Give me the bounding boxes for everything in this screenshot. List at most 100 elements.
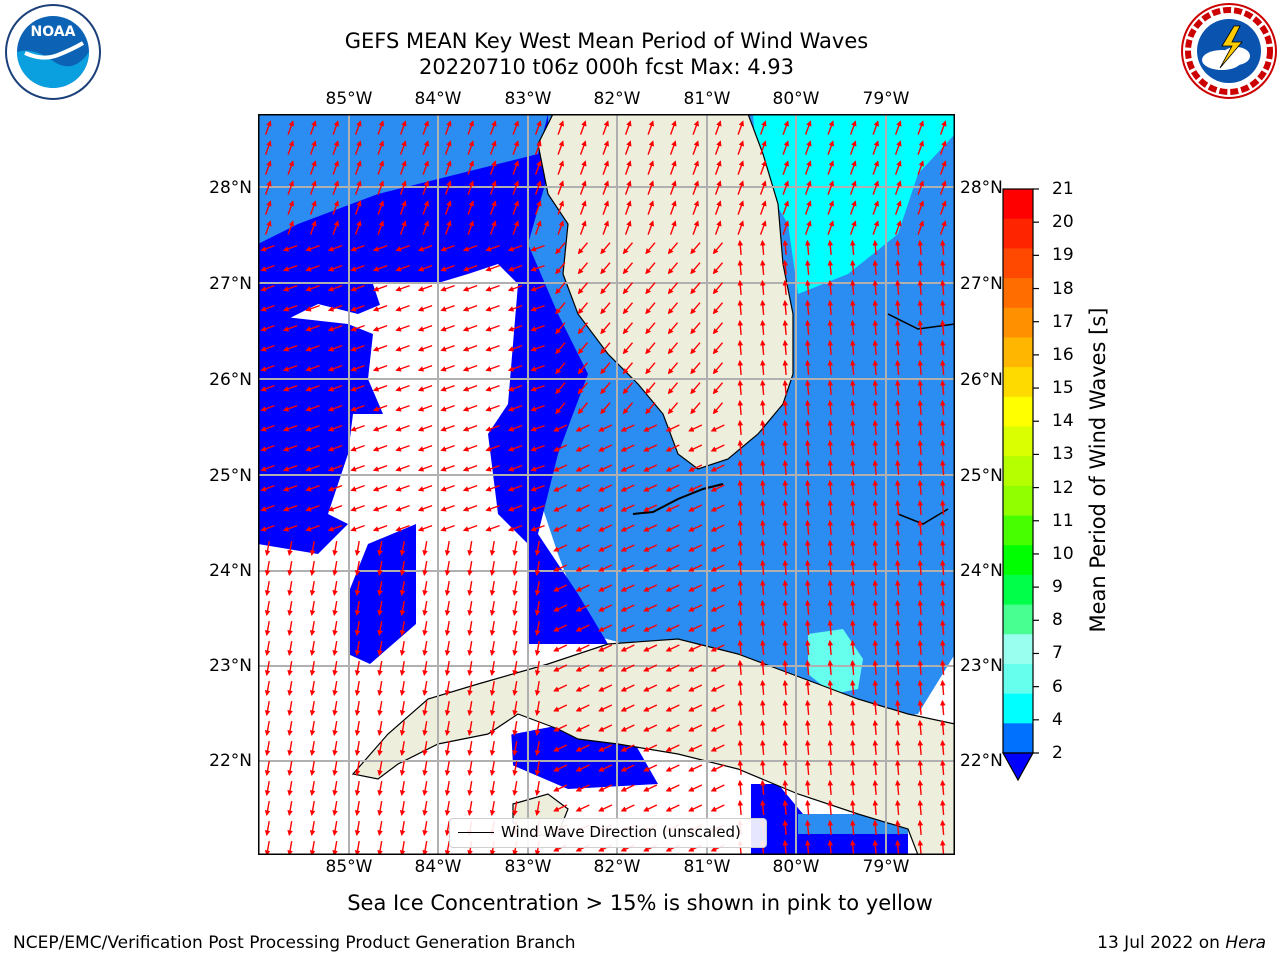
wind-arrow bbox=[507, 344, 523, 352]
wind-arrow bbox=[417, 504, 433, 512]
wind-arrow bbox=[440, 344, 455, 352]
wind-arrow bbox=[665, 604, 680, 612]
wind-arrow bbox=[264, 200, 272, 215]
wind-arrow bbox=[327, 244, 343, 252]
wind-arrow bbox=[827, 839, 834, 855]
wind-arrow bbox=[737, 379, 744, 396]
wind-arrow bbox=[309, 660, 316, 676]
wind-arrow bbox=[555, 342, 566, 355]
wind-arrow bbox=[645, 362, 656, 375]
wind-arrow bbox=[598, 584, 613, 592]
wind-arrow bbox=[827, 779, 834, 796]
colorbar-cell bbox=[1003, 693, 1033, 724]
wind-arrow bbox=[737, 120, 744, 135]
wind-arrow bbox=[894, 479, 901, 496]
lat-label-right: 24°N bbox=[960, 561, 1003, 581]
wind-arrow bbox=[534, 180, 542, 195]
wind-arrow bbox=[939, 599, 946, 616]
wind-arrow bbox=[645, 302, 656, 315]
wind-arrow bbox=[260, 504, 275, 512]
colorbar-tick-label: 4 bbox=[1052, 709, 1063, 730]
wind-arrow bbox=[354, 640, 361, 656]
wind-arrow bbox=[710, 524, 725, 532]
wind-arrow bbox=[575, 504, 590, 512]
wind-arrow bbox=[894, 559, 901, 576]
wind-arrow bbox=[872, 239, 879, 256]
wind-arrow bbox=[534, 160, 542, 175]
wind-arrow bbox=[309, 760, 316, 776]
colorbar-tick-label: 11 bbox=[1052, 510, 1074, 531]
wind-arrow bbox=[827, 639, 834, 656]
wind-arrow bbox=[620, 804, 635, 812]
wind-arrow bbox=[782, 479, 789, 496]
wind-arrow bbox=[422, 140, 429, 155]
wind-arrow bbox=[690, 362, 701, 375]
colorbar-tick-label: 2 bbox=[1052, 743, 1063, 763]
wind-arrow bbox=[507, 404, 523, 412]
colorbar-tick-label: 7 bbox=[1052, 643, 1063, 664]
wind-arrow bbox=[714, 180, 722, 195]
colorbar-tick-label: 14 bbox=[1052, 411, 1074, 432]
wind-arrow bbox=[507, 384, 523, 392]
wind-arrow bbox=[489, 200, 497, 215]
colorbar-tick-label: 17 bbox=[1052, 311, 1074, 332]
wind-arrow bbox=[534, 640, 541, 656]
wind-arrow bbox=[849, 679, 856, 696]
wind-arrow bbox=[804, 839, 811, 855]
wind-arrow bbox=[305, 404, 320, 412]
wind-arrow bbox=[305, 324, 320, 332]
wind-arrow bbox=[939, 259, 946, 276]
wind-arrow bbox=[462, 524, 478, 532]
wind-arrow bbox=[350, 504, 365, 512]
wind-arrow bbox=[759, 739, 766, 756]
wind-arrow bbox=[553, 744, 568, 752]
wind-arrow bbox=[377, 800, 383, 816]
wind-arrow bbox=[669, 160, 677, 175]
wind-arrow bbox=[894, 140, 902, 155]
wind-arrow bbox=[598, 664, 613, 672]
wind-arrow bbox=[737, 639, 744, 656]
wind-arrow bbox=[332, 200, 339, 215]
colorbar-tick-label: 10 bbox=[1052, 543, 1074, 564]
wind-arrow bbox=[260, 384, 275, 392]
wind-arrow bbox=[399, 560, 406, 576]
wind-arrow bbox=[260, 364, 275, 372]
wind-arrow bbox=[598, 684, 613, 692]
colorbar-cell bbox=[1003, 723, 1033, 754]
wind-arrow bbox=[395, 524, 410, 532]
wind-arrow bbox=[399, 800, 406, 816]
colorbar-cell bbox=[1003, 485, 1033, 517]
wind-arrow bbox=[759, 419, 766, 436]
wind-arrow bbox=[688, 764, 703, 772]
wind-arrow bbox=[530, 364, 545, 372]
wind-arrow bbox=[309, 540, 316, 556]
wind-arrow bbox=[939, 200, 947, 215]
wind-arrow bbox=[553, 504, 568, 512]
wind-arrow bbox=[849, 499, 856, 516]
wind-arrow bbox=[643, 784, 658, 792]
wind-arrow bbox=[598, 704, 613, 712]
wind-arrow bbox=[557, 200, 564, 215]
wind-arrow bbox=[553, 684, 568, 692]
wind-arrow bbox=[332, 780, 338, 796]
wind-arrow bbox=[377, 180, 384, 195]
wind-arrow bbox=[894, 379, 901, 396]
wind-arrow bbox=[759, 140, 767, 155]
wind-arrow bbox=[377, 820, 383, 836]
wind-arrow bbox=[598, 444, 613, 452]
wind-arrow bbox=[849, 160, 857, 175]
wind-arrow bbox=[872, 699, 879, 716]
wind-arrow bbox=[939, 399, 946, 416]
wind-arrow bbox=[782, 379, 789, 396]
wind-arrow bbox=[872, 259, 879, 276]
wind-arrow bbox=[804, 819, 811, 836]
wind-arrow bbox=[737, 140, 744, 155]
colorbar-cell bbox=[1003, 307, 1033, 338]
wind-arrow bbox=[917, 259, 924, 276]
wind-arrow bbox=[512, 220, 519, 235]
wind-arrow bbox=[462, 404, 478, 412]
wind-arrow bbox=[553, 784, 568, 792]
wind-arrow bbox=[332, 160, 339, 175]
wind-arrow bbox=[692, 180, 699, 195]
wind-arrow bbox=[849, 599, 856, 616]
